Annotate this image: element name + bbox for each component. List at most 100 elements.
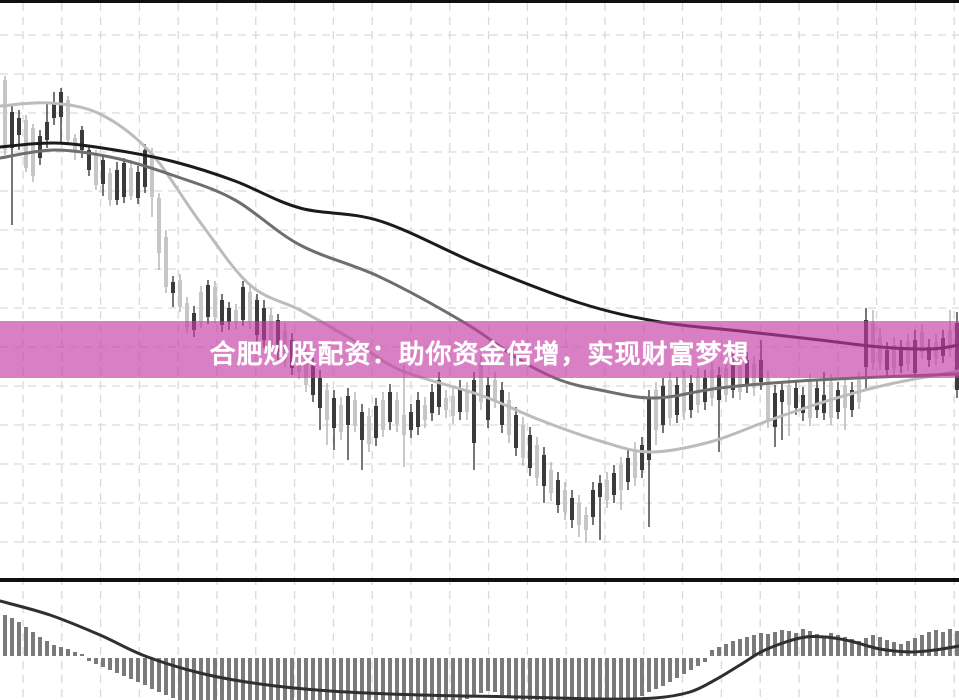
promo-banner-text: 合肥炒股配资：助你资金倍增，实现财富梦想 [209, 339, 750, 369]
candle-up [164, 237, 168, 287]
candle-down [255, 300, 259, 335]
histogram-bar [584, 658, 588, 700]
histogram-bar [717, 647, 721, 656]
histogram-bar [10, 618, 14, 656]
histogram-bar [325, 658, 329, 700]
candle-up [808, 382, 812, 418]
candle-up [584, 515, 588, 530]
histogram-bar [395, 658, 399, 700]
histogram-bar [500, 658, 504, 695]
candle-down [822, 395, 826, 413]
histogram-bar [339, 658, 343, 700]
histogram-bar [759, 633, 763, 656]
histogram-bar [563, 658, 567, 700]
signal-group [0, 599, 959, 700]
histogram-bar [290, 658, 294, 700]
candle-up [234, 310, 238, 322]
histogram-bar [906, 641, 910, 656]
histogram-bar [808, 631, 812, 656]
histogram-bar [703, 658, 707, 662]
histogram-bar [199, 658, 203, 700]
candle-up [157, 198, 161, 253]
histogram-bar [311, 658, 315, 700]
histogram-bar [955, 631, 959, 656]
histogram-bar [815, 634, 819, 656]
histogram-bar [682, 658, 686, 674]
candle-up [339, 405, 343, 432]
candle-down [171, 282, 175, 293]
histogram-bar [59, 647, 63, 656]
candle-up [787, 385, 791, 405]
histogram-bar [738, 639, 742, 656]
histogram-bar [619, 658, 623, 700]
histogram-bar [283, 658, 287, 700]
candle-up [724, 368, 728, 395]
candle-down [500, 390, 504, 425]
histogram-bar [80, 654, 84, 656]
histogram-bar [486, 658, 490, 691]
candle-down [206, 285, 210, 317]
candle-up [479, 363, 483, 402]
histogram-bar [381, 658, 385, 700]
candle-up [367, 416, 371, 444]
histogram-bar [731, 641, 735, 656]
histogram-bar [822, 636, 826, 656]
histogram-bar [388, 658, 392, 700]
candle-up [493, 380, 497, 400]
histogram-bar [101, 658, 105, 667]
histogram-bar [353, 658, 357, 700]
candle-down [409, 412, 413, 430]
promo-banner-overlay[interactable]: 合肥炒股配资：助你资金倍增，实现财富梦想 [0, 321, 959, 378]
histogram-group [3, 615, 959, 700]
histogram-bar [514, 658, 518, 700]
histogram-bar [171, 658, 175, 698]
histogram-bar [129, 658, 133, 679]
histogram-bar [878, 637, 882, 656]
candle-down [794, 388, 798, 408]
histogram-bar [934, 630, 938, 656]
histogram-bar [213, 658, 217, 700]
candle-down [570, 498, 574, 520]
candle-down [80, 130, 84, 150]
candle-up [423, 405, 427, 420]
signal-line [0, 599, 959, 700]
histogram-bar [836, 635, 840, 656]
candle-up [108, 173, 112, 200]
candle-up [381, 400, 385, 430]
histogram-bar [402, 658, 406, 700]
candle-down [815, 388, 819, 410]
candle-down [143, 150, 147, 187]
histogram-bar [661, 658, 665, 686]
histogram-bar [640, 658, 644, 696]
candle-up [150, 153, 154, 197]
candle-up [577, 503, 581, 525]
candle-down [346, 396, 350, 425]
histogram-bar [605, 658, 609, 700]
candle-down [10, 112, 14, 148]
candle-up [185, 303, 189, 327]
candle-down [87, 150, 91, 170]
histogram-bar [73, 652, 77, 656]
candle-up [451, 396, 455, 416]
histogram-bar [248, 658, 252, 700]
candle-up [66, 100, 70, 140]
candle-down [801, 395, 805, 413]
histogram-bar [472, 658, 476, 696]
histogram-bar [332, 658, 336, 700]
histogram-bar [451, 658, 455, 700]
frame-group [0, 0, 959, 582]
histogram-bar [416, 658, 420, 700]
histogram-bar [430, 658, 434, 700]
histogram-bar [493, 658, 497, 692]
candle-down [458, 388, 462, 412]
candle-down [332, 398, 336, 428]
candle-up [521, 425, 525, 458]
histogram-bar [612, 658, 616, 700]
histogram-bar [45, 641, 49, 656]
candle-down [591, 490, 595, 517]
candle-up [535, 445, 539, 478]
histogram-bar [276, 658, 280, 700]
candle-down [136, 172, 140, 198]
candle-down [612, 473, 616, 495]
histogram-bar [892, 642, 896, 656]
